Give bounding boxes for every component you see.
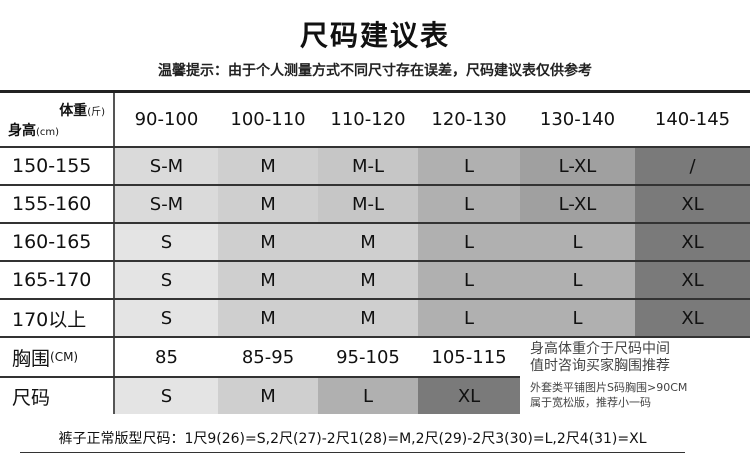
size-value: S: [115, 378, 218, 414]
size-cell: L: [520, 300, 635, 336]
height-label: 170以上: [0, 300, 115, 336]
size-cell: XL: [635, 224, 750, 260]
size-cell: L: [418, 148, 520, 184]
size-cell: L-XL: [520, 148, 635, 184]
size-value: XL: [418, 378, 520, 414]
note-coat: 外套类平铺图片S码胸围>90CM 属于宽松版，推荐小一码: [530, 381, 688, 409]
size-row: 尺码 S M L XL: [0, 376, 520, 414]
size-cell: S-M: [115, 186, 218, 222]
weight-column-header: 90-100: [134, 109, 199, 130]
table-row: 170以上 S M M L L XL: [0, 300, 750, 338]
header-row: 体重(斤) 身高(cm) 90-100 100-110 110-120 120-130…: [0, 93, 750, 148]
size-table: 体重(斤) 身高(cm) 90-100 100-110 110-120 120-130…: [0, 90, 750, 414]
weight-unit: (斤): [87, 106, 105, 118]
size-cell: /: [635, 148, 750, 184]
size-cell: L-XL: [520, 186, 635, 222]
height-label: 150-155: [0, 148, 115, 184]
size-cell: XL: [635, 262, 750, 298]
size-value: L: [318, 378, 418, 414]
size-cell: XL: [635, 186, 750, 222]
size-cell: M: [218, 300, 318, 336]
size-cell: M-L: [318, 186, 418, 222]
size-value: M: [218, 378, 318, 414]
weight-column-header: 100-110: [230, 109, 306, 130]
subtitle: 温馨提示：由于个人测量方式不同尺寸存在误差，尺码建议表仅供参考: [158, 63, 592, 79]
size-cell: M: [318, 224, 418, 260]
size-cell: M: [218, 186, 318, 222]
note-advice: 身高体重介于尺码中间 值时咨询买家胸围推荐: [530, 341, 670, 374]
weight-label: 体重: [59, 102, 88, 119]
height-label: 160-165: [0, 224, 115, 260]
size-cell: M: [218, 148, 318, 184]
size-cell: L: [520, 224, 635, 260]
size-cell: S: [115, 224, 218, 260]
chest-row: 胸围 (CM) 85 85-95 95-105 105-115: [0, 338, 750, 376]
chest-value: 105-115: [431, 346, 507, 368]
size-cell: S-M: [115, 148, 218, 184]
size-cell: M-L: [318, 148, 418, 184]
table-row: 150-155 S-M M M-L L L-XL /: [0, 148, 750, 186]
chest-value: 85: [155, 346, 178, 368]
table-row: 160-165 S M M L L XL: [0, 224, 750, 262]
height-label: 165-170: [0, 262, 115, 298]
corner-header: 体重(斤) 身高(cm): [0, 93, 115, 146]
weight-column-header: 120-130: [431, 109, 507, 130]
size-cell: M: [318, 262, 418, 298]
size-cell: L: [418, 300, 520, 336]
chest-value: 85-95: [241, 346, 295, 368]
weight-column-header: 110-120: [330, 109, 406, 130]
size-cell: M: [218, 224, 318, 260]
size-cell: S: [115, 300, 218, 336]
size-cell: M: [218, 262, 318, 298]
size-cell: L: [418, 224, 520, 260]
table-row: 155-160 S-M M M-L L L-XL XL: [0, 186, 750, 224]
size-cell: S: [115, 262, 218, 298]
weight-column-header: 140-145: [654, 109, 731, 130]
pants-size-note: 裤子正常版型尺码：1尺9(26)=S,2尺(27)-2尺1(28)=M,2尺(2…: [20, 428, 685, 453]
size-cell: L: [418, 186, 520, 222]
size-cell: L: [520, 262, 635, 298]
weight-column-header: 130-140: [539, 109, 616, 130]
height-label: 155-160: [0, 186, 115, 222]
size-cell: XL: [635, 300, 750, 336]
size-cell: M: [318, 300, 418, 336]
page-title: 尺码建议表: [299, 19, 450, 52]
height-label: 身高: [8, 122, 36, 139]
size-label: 尺码: [0, 378, 115, 414]
size-cell: L: [418, 262, 520, 298]
chest-label: 胸围 (CM): [0, 338, 115, 376]
height-unit: (cm): [36, 126, 60, 138]
chest-value: 95-105: [336, 346, 400, 368]
table-row: 165-170 S M M L L XL: [0, 262, 750, 300]
